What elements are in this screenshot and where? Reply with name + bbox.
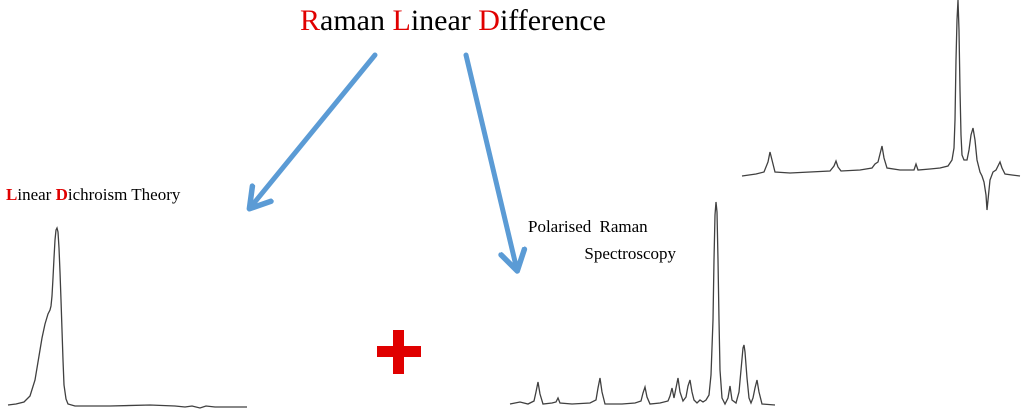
- raman-linear-difference-spectrum: [741, 0, 1021, 211]
- title-word-difference: ifference: [499, 4, 606, 37]
- linear-dichroism-spectrum: [7, 226, 247, 409]
- pr-label-line2: Spectroscopy: [584, 244, 676, 263]
- diagram-title: Raman Linear Difference: [300, 4, 606, 38]
- title-initial-d: D: [478, 4, 500, 37]
- pr-label-line1: Polarised Raman: [528, 217, 648, 236]
- ld-initial-l: L: [6, 185, 18, 204]
- title-word-raman: aman: [320, 4, 393, 37]
- plus-sign: [377, 330, 421, 374]
- polarised-raman-label: Polarised Raman Spectroscopy: [528, 213, 676, 267]
- polarised-raman-spectrum: [509, 201, 776, 406]
- title-word-linear: inear: [410, 4, 479, 37]
- ld-word-dichroism-theory: ichroism Theory: [67, 185, 181, 204]
- title-initial-l: L: [392, 4, 411, 37]
- ld-word-linear: inear: [17, 185, 56, 204]
- linear-dichroism-label: Linear Dichroism Theory: [6, 185, 180, 205]
- arrow-to-linear-dichroism: [250, 52, 378, 208]
- ld-initial-d: D: [55, 185, 68, 204]
- title-initial-r: R: [300, 4, 321, 37]
- arrow-to-polarised-raman: [463, 52, 517, 270]
